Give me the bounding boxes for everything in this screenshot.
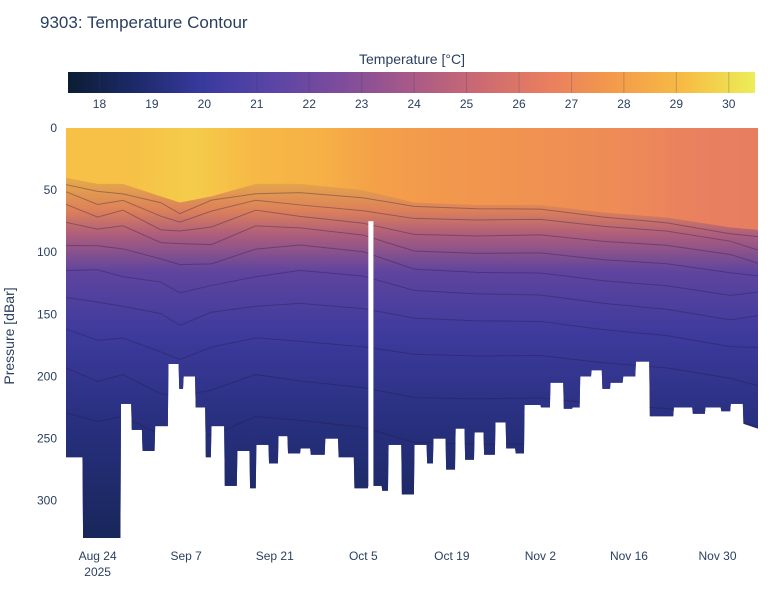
- colorbar-tick-label: 27: [565, 97, 579, 111]
- x-tick-label: Aug 24: [79, 549, 117, 563]
- plot-area: [66, 128, 758, 538]
- isotherm-line: [66, 191, 758, 251]
- isotherm-line: [66, 269, 758, 321]
- chart-title: 9303: Temperature Contour: [40, 13, 248, 32]
- mixed-layer: [66, 128, 758, 230]
- x-tick-label: Oct 19: [434, 549, 470, 563]
- colorbar-tick-label: 25: [460, 97, 474, 111]
- x-tick-label: Sep 21: [256, 549, 294, 563]
- isotherm-line: [66, 184, 758, 238]
- y-tick-label: 50: [44, 183, 58, 197]
- colorbar-tick-label: 28: [617, 97, 631, 111]
- x-tick-label: Nov 2: [525, 549, 557, 563]
- x-axis-ticks: Aug 24 2025 Sep 7 Sep 21 Oct 5 Oct 19 Nov 2 Nov…: [79, 549, 737, 579]
- isotherm-line: [66, 328, 758, 387]
- colorbar-tick-label: 23: [355, 97, 369, 111]
- y-tick-label: 150: [37, 307, 57, 321]
- x-tick-sublabel: 2025: [84, 565, 111, 579]
- x-tick-label: Nov 16: [610, 549, 648, 563]
- colorbar-tick-label: 24: [407, 97, 421, 111]
- colorbar: Temperature [°C] 18 19 20 21 22 23 24 25 26 27 28 2…: [68, 51, 755, 111]
- isotherm-line: [66, 221, 758, 277]
- x-tick-label: Oct 5: [349, 549, 378, 563]
- data-gap: [368, 221, 374, 538]
- colorbar-ticks: 18 19 20 21 22 23 24 25 26 27 28 29 30: [93, 72, 736, 111]
- colorbar-tick-label: 22: [303, 97, 317, 111]
- y-axis-label: Pressure [dBar]: [1, 287, 17, 384]
- colorbar-tick-label: 20: [198, 97, 212, 111]
- x-tick-label: Nov 30: [699, 549, 737, 563]
- contour-lines: [66, 184, 758, 469]
- colorbar-bar: [68, 72, 755, 93]
- isotherm-line: [66, 244, 758, 296]
- colorbar-tick-label: 26: [512, 97, 526, 111]
- y-tick-label: 250: [37, 432, 57, 446]
- colorbar-tick-label: 29: [670, 97, 684, 111]
- isotherm-line: [66, 203, 758, 264]
- y-tick-label: 0: [50, 121, 57, 135]
- y-axis-ticks: 0 50 100 150 200 250 300: [37, 121, 57, 508]
- y-tick-label: 200: [37, 369, 57, 383]
- y-tick-label: 100: [37, 245, 57, 259]
- y-tick-label: 300: [37, 494, 57, 508]
- contour-field: [66, 128, 758, 538]
- isotherm-line: [66, 297, 758, 348]
- x-tick-label: Sep 7: [171, 549, 203, 563]
- colorbar-tick-label: 21: [250, 97, 264, 111]
- colorbar-tick-label: 30: [722, 97, 736, 111]
- colorbar-title: Temperature [°C]: [359, 51, 465, 67]
- colorbar-tick-label: 18: [93, 97, 107, 111]
- colorbar-tick-label: 19: [145, 97, 159, 111]
